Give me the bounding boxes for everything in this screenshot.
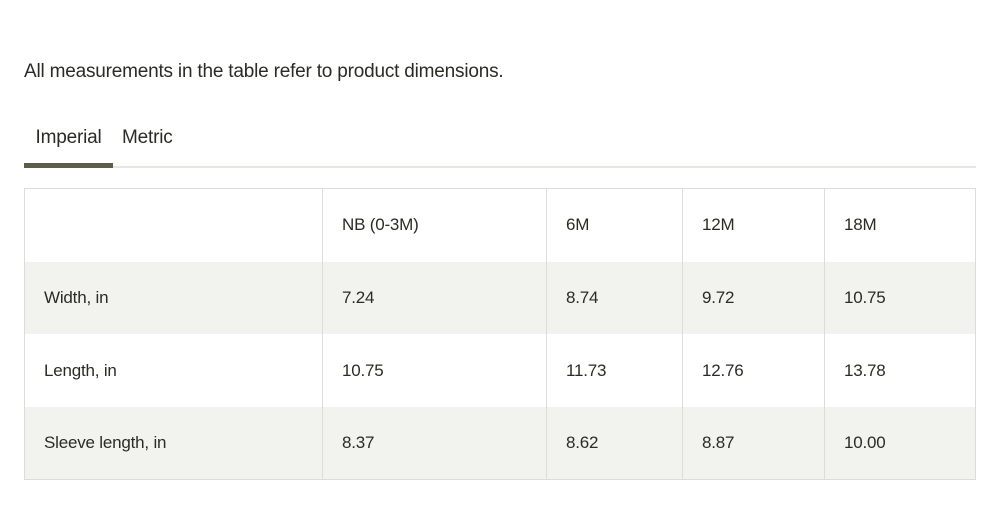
column-divider	[322, 189, 323, 479]
table-cell: 8.74	[566, 288, 599, 307]
table-row: Length, in 10.75 11.73 12.76 13.78	[25, 335, 975, 407]
tab-metric[interactable]: Metric	[122, 127, 173, 148]
table-cell: 8.87	[702, 433, 735, 452]
header-cell-nb: NB (0-3M)	[342, 215, 419, 234]
column-divider	[682, 189, 683, 479]
tab-imperial[interactable]: Imperial	[35, 127, 102, 148]
row-label: Sleeve length, in	[44, 433, 167, 452]
header-cell-12m: 12M	[702, 215, 735, 234]
table-cell: 11.73	[566, 361, 607, 380]
table-cell: 7.24	[342, 288, 375, 307]
unit-tabs: Imperial Metric	[24, 124, 976, 168]
header-cell-18m: 18M	[844, 215, 877, 234]
row-label: Width, in	[44, 288, 109, 307]
size-chart-table: NB (0-3M) 6M 12M 18M Width, in 7.24 8.74…	[24, 188, 976, 480]
table-row: Sleeve length, in 8.37 8.62 8.87 10.00	[25, 407, 975, 479]
header-cell-6m: 6M	[566, 215, 590, 234]
column-divider	[546, 189, 547, 479]
row-label: Length, in	[44, 361, 117, 380]
table-header-row: NB (0-3M) 6M 12M 18M	[25, 189, 975, 261]
table-row: Width, in 7.24 8.74 9.72 10.75	[25, 262, 975, 334]
table-cell: 9.72	[702, 288, 735, 307]
measurements-note: All measurements in the table refer to p…	[24, 61, 504, 82]
table-cell: 13.78	[844, 361, 886, 380]
table-cell: 8.62	[566, 433, 599, 452]
table-cell: 10.75	[342, 361, 384, 380]
table-cell: 12.76	[702, 361, 744, 380]
active-tab-indicator	[24, 163, 113, 168]
table-cell: 10.00	[844, 433, 886, 452]
table-cell: 8.37	[342, 433, 375, 452]
column-divider	[824, 189, 825, 479]
table-cell: 10.75	[844, 288, 886, 307]
